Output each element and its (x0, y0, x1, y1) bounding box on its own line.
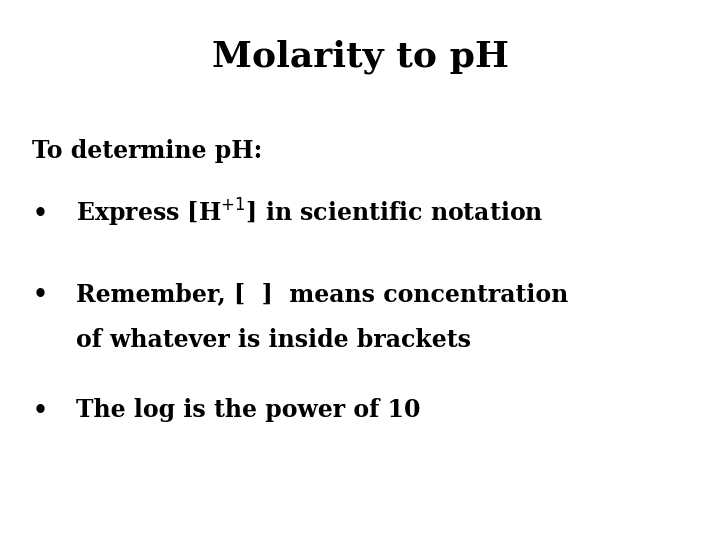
Text: •: • (32, 201, 48, 225)
Text: Express [H$^{+1}$] in scientific notation: Express [H$^{+1}$] in scientific notatio… (76, 197, 543, 230)
Text: of whatever is inside brackets: of whatever is inside brackets (76, 328, 471, 352)
Text: Molarity to pH: Molarity to pH (212, 39, 508, 74)
Text: •: • (32, 399, 48, 422)
Text: To determine pH:: To determine pH: (32, 139, 263, 163)
Text: The log is the power of 10: The log is the power of 10 (76, 399, 420, 422)
Text: •: • (32, 282, 48, 306)
Text: Remember, [  ]  means concentration: Remember, [ ] means concentration (76, 282, 568, 306)
